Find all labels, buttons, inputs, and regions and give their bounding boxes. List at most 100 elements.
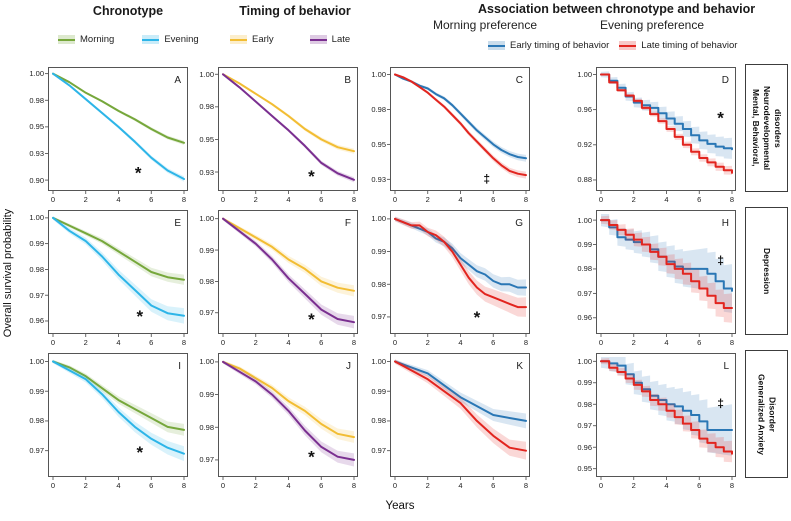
x-axis-tick-label: 2 (253, 338, 258, 347)
y-axis-tick-label: 0.99 (199, 245, 214, 255)
survival-curve-late-timing-of-behavior (600, 73, 733, 174)
survival-curve-evening (52, 360, 185, 455)
y-axis-tick-label: 0.93 (29, 148, 44, 158)
significance-marker: * (308, 310, 315, 329)
panel-plot-I: I* (45, 353, 188, 480)
panel-letter: C (516, 75, 523, 86)
panel-plot-J: J* (215, 353, 358, 480)
legend-line (309, 38, 327, 41)
significance-marker: * (308, 448, 315, 467)
y-axis-tick-label: 0.99 (29, 386, 44, 396)
x-axis-tick-label: 6 (149, 481, 154, 490)
y-axis-tick-label: 1.00 (199, 357, 214, 367)
legend-item-evening: Evening (142, 34, 199, 45)
confidence-band-early-timing-of-behavior (395, 359, 526, 429)
legend-swatch-early-timing-of-behavior (488, 41, 505, 50)
legend-label: Late (331, 34, 351, 45)
y-axis-tick-label: 0.98 (371, 104, 386, 114)
survival-curve-late-timing-of-behavior (600, 360, 733, 455)
confidence-band-early-timing-of-behavior (395, 216, 526, 296)
y-axis-tick-label: 0.98 (577, 264, 592, 274)
x-axis-tick-label: 6 (149, 195, 154, 204)
legend-timing: Early Late (230, 34, 350, 45)
significance-marker: * (136, 307, 143, 326)
x-axis-tick-label: 8 (181, 195, 187, 204)
panel-E: E * (45, 210, 188, 337)
survival-curve-early-timing-of-behavior (394, 73, 527, 160)
x-axis-tick-label: 0 (50, 338, 56, 347)
survival-curve-early (222, 217, 355, 292)
panel-letter: G (515, 218, 523, 229)
x-axis-tick-label: 6 (319, 481, 324, 490)
row-strip-label: Depression (762, 247, 773, 295)
survival-curve-late-timing-of-behavior (394, 217, 527, 309)
panel-D: D * (593, 67, 736, 194)
y-axis-tick-label: 0.98 (577, 399, 592, 409)
column-group-title-chronotype: Chronotype (92, 4, 164, 18)
survival-curve-morning (52, 360, 185, 431)
significance-marker: * (135, 164, 142, 183)
x-axis-tick-label: 2 (83, 481, 88, 490)
panel-L: L ‡ (593, 353, 736, 480)
y-axis-tick-label: 0.99 (29, 239, 44, 249)
panel-border (596, 210, 736, 334)
panel-C: C ‡ (387, 67, 530, 194)
panel-plot-H: H‡ (593, 210, 736, 337)
x-axis-tick-label: 4 (664, 481, 669, 490)
y-axis-tick-label: 0.97 (29, 290, 44, 300)
y-axis-tick-label: 0.92 (577, 140, 592, 150)
y-axis-tick-label: 0.97 (371, 312, 386, 322)
x-axis-tick-label: 0 (598, 195, 604, 204)
survival-curve-late (222, 73, 355, 181)
y-axis-tick-label: 0.98 (29, 264, 44, 274)
x-axis-tick-label: 6 (319, 195, 324, 204)
survival-curve-late (222, 217, 355, 324)
x-axis-tick-label: 0 (220, 481, 226, 490)
significance-marker: * (136, 443, 143, 462)
x-axis-tick-label: 2 (425, 338, 430, 347)
y-axis-tick-label: 0.93 (371, 174, 386, 184)
x-axis-tick-label: 4 (664, 338, 669, 347)
legend-item-early-timing-of-behavior: Early timing of behavior (488, 40, 609, 51)
panel-letter: E (174, 218, 181, 229)
y-axis-tick-label: 0.95 (371, 139, 386, 149)
y-axis-tick-label: 0.98 (199, 102, 214, 112)
y-axis-tick-label: 0.96 (577, 442, 592, 452)
row-strip-label: Mental, Behavioral, Neurodevelopmental d… (750, 85, 784, 171)
legend-line (142, 38, 160, 41)
row-strip-label: Generalized Anxiety Disorder (756, 373, 778, 455)
x-axis-tick-label: 0 (220, 338, 226, 347)
y-axis-tick-label: 0.99 (199, 390, 214, 400)
x-axis-tick-label: 4 (458, 195, 463, 204)
confidence-band-evening (53, 359, 184, 462)
y-axis-tick-label: 0.99 (371, 247, 386, 257)
x-axis-tick-label: 2 (83, 195, 88, 204)
x-axis-tick-label: 0 (392, 481, 398, 490)
significance-marker: * (308, 167, 315, 186)
x-axis-tick-label: 4 (286, 338, 291, 347)
legend-association: Early timing of behavior Late timing of b… (488, 40, 737, 51)
panel-letter: B (344, 75, 351, 86)
panel-border (48, 210, 188, 334)
row-strip-generalized-anxiety: Generalized Anxiety Disorder (745, 350, 788, 478)
x-axis-tick-label: 6 (491, 338, 496, 347)
y-axis-tick-label: 0.98 (29, 95, 44, 105)
significance-marker: * (474, 308, 481, 327)
legend-line (58, 38, 75, 41)
legend-line (619, 44, 637, 47)
confidence-band-late-timing-of-behavior (395, 216, 526, 317)
x-axis-tick-label: 2 (631, 338, 636, 347)
row-strip-mental-behavioral: Mental, Behavioral, Neurodevelopmental d… (745, 64, 788, 192)
subtitle-morning-preference: Morning preference (432, 18, 538, 32)
x-axis-tick-label: 6 (697, 195, 702, 204)
y-axis-tick-label: 1.00 (371, 356, 386, 366)
legend-line (488, 44, 505, 47)
significance-marker: * (717, 109, 724, 128)
y-axis-tick-label: 0.98 (199, 276, 214, 286)
x-axis-tick-label: 6 (491, 195, 496, 204)
y-axis-tick-label: 1.00 (577, 356, 592, 366)
y-axis-tick-label: 0.98 (371, 279, 386, 289)
y-axis-tick-label: 0.96 (577, 105, 592, 115)
panel-plot-K: K (387, 353, 530, 480)
x-axis-tick-label: 8 (351, 338, 357, 347)
